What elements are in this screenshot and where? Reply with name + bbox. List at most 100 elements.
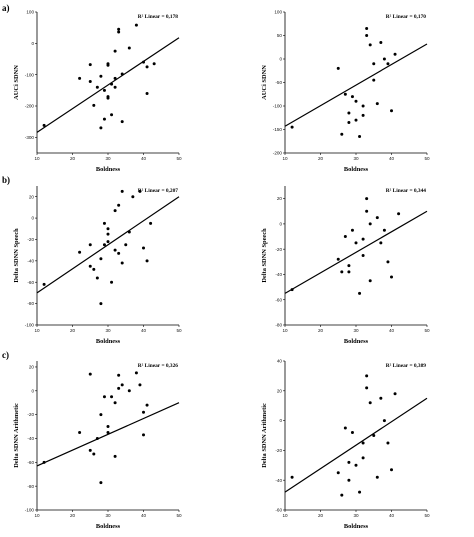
y-tick-label: -80 (27, 484, 34, 489)
x-axis-label: Boldness (344, 523, 369, 530)
y-tick-label: -150 (273, 127, 283, 132)
scatter-plot-6: 10 20 30 40 50 40 20 0 -20 -40 -60 R² Linear = 0,38… (261, 359, 430, 530)
data-point (340, 132, 344, 136)
y-tick-label: -300 (25, 135, 35, 140)
y-tick-label: -100 (25, 72, 35, 77)
data-point (372, 78, 376, 82)
data-point (78, 431, 82, 435)
x-tick-label: 40 (141, 513, 147, 518)
x-tick-label: 20 (318, 513, 324, 518)
y-tick-label: -20 (275, 247, 282, 252)
data-point (336, 471, 340, 475)
x-axis-label: Boldness (96, 523, 121, 530)
x-tick-label: 20 (70, 328, 76, 333)
data-point (142, 433, 145, 437)
data-point (134, 371, 138, 375)
y-tick-label: 20 (29, 194, 35, 199)
data-point (142, 410, 145, 414)
data-point (95, 85, 99, 89)
y-tick-label: -20 (27, 412, 34, 417)
data-point (88, 63, 92, 67)
y-tick-label: -100 (273, 104, 283, 109)
y-tick-label: -80 (27, 301, 34, 306)
scatter-plot-3: 10 20 30 40 50 20 0 -20 -40 -60 -80 -100 R² Linear =… (13, 186, 182, 345)
data-point (124, 243, 128, 247)
y-tick-label: -40 (27, 258, 34, 263)
y-tick-label: -60 (27, 460, 34, 465)
data-point (102, 243, 106, 247)
data-point (102, 88, 106, 92)
y-tick-label: 20 (277, 196, 283, 201)
data-point (382, 228, 386, 232)
y-tick-label: 0 (31, 41, 34, 46)
data-point (379, 241, 383, 245)
x-axis-label: Boldness (96, 166, 121, 173)
data-point (145, 65, 149, 69)
data-point (368, 222, 372, 226)
y-axis-label: Delta SDNN Speech (261, 228, 268, 283)
data-point (354, 241, 358, 245)
data-point (131, 195, 135, 199)
data-point (386, 441, 390, 445)
panel-label-c: c) (2, 350, 9, 360)
fit-line (284, 397, 428, 493)
data-point (347, 270, 351, 274)
data-point (365, 386, 369, 390)
x-tick-label: 20 (70, 513, 76, 518)
y-axis-label: AUCi SDNN (261, 65, 268, 100)
data-point (117, 203, 121, 207)
data-point (361, 456, 365, 460)
x-tick-label: 40 (389, 513, 395, 518)
y-tick-label: 0 (279, 57, 282, 62)
y-tick-label: 20 (29, 365, 35, 370)
data-point (354, 463, 358, 467)
data-point (102, 117, 106, 121)
data-point (361, 254, 365, 257)
x-tick-label: 30 (105, 328, 111, 333)
data-point (106, 227, 110, 231)
data-point (145, 259, 149, 263)
r2-label: R² Linear = 0,389 (386, 363, 427, 369)
r2-label: R² Linear = 0,344 (386, 188, 427, 194)
panel-label-b: b) (2, 175, 10, 185)
x-tick-label: 10 (34, 328, 40, 333)
y-tick-label: -20 (275, 448, 282, 453)
data-point (99, 74, 103, 78)
data-point (350, 95, 354, 99)
data-point (106, 240, 110, 244)
data-point (365, 197, 369, 201)
x-tick-label: 10 (282, 513, 288, 518)
x-tick-label: 20 (318, 328, 324, 333)
data-point (138, 189, 142, 193)
data-point (106, 431, 110, 435)
data-point (152, 62, 156, 66)
data-point (149, 221, 153, 225)
data-point (117, 30, 121, 34)
data-point (106, 232, 110, 236)
data-point (390, 275, 393, 279)
data-point (350, 228, 354, 232)
data-point (88, 243, 92, 247)
data-point (358, 490, 362, 494)
data-point (99, 413, 103, 417)
data-point (102, 221, 106, 225)
data-point (138, 383, 142, 387)
data-point (375, 102, 379, 106)
x-tick-label: 10 (34, 513, 40, 518)
r2-label: R² Linear = 0,326 (138, 363, 179, 369)
y-tick-label: 0 (279, 418, 282, 423)
data-point (393, 52, 397, 56)
y-tick-label: -100 (25, 508, 35, 513)
data-point (102, 395, 106, 399)
fit-line (284, 43, 428, 127)
x-tick-label: 30 (353, 156, 359, 161)
x-axis-label: Boldness (344, 166, 369, 173)
data-point (347, 120, 351, 124)
data-point (78, 76, 82, 80)
fit-line (36, 196, 180, 294)
y-tick-label: 40 (277, 359, 283, 364)
data-point (361, 113, 365, 117)
x-tick-label: 30 (353, 328, 359, 333)
data-point (120, 383, 124, 387)
